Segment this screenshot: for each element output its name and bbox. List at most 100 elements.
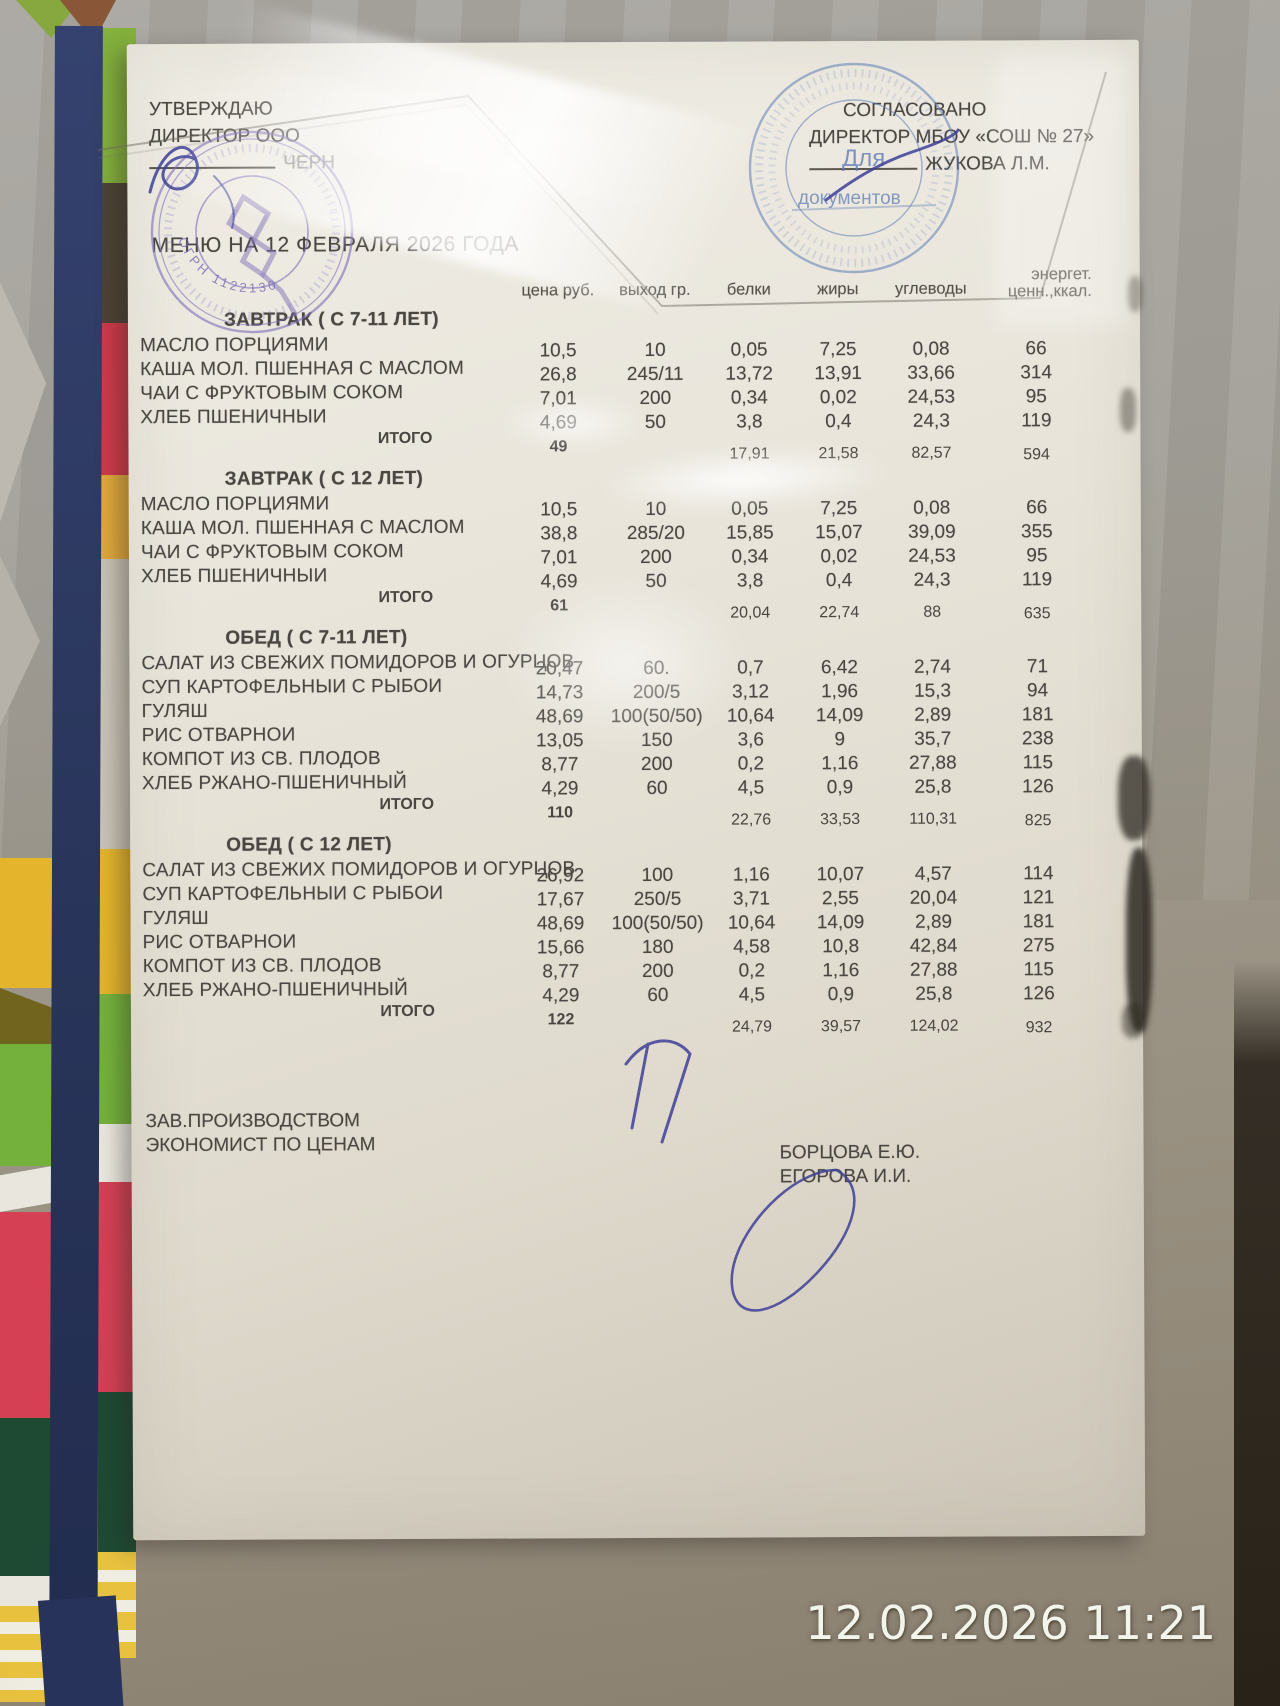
- dish-name: КОМПОТ ИЗ СВ. ПЛОДОВ: [141, 748, 381, 771]
- cell-protein: 3,12: [732, 681, 770, 703]
- cell-price: 4,69: [539, 412, 577, 434]
- dish-name: ХЛЕБ ПШЕНИЧНЫИ: [140, 406, 327, 429]
- cell-carbs: 24,53: [907, 386, 956, 408]
- cell-fat: 0,02: [819, 387, 857, 409]
- footer-names: БОРЦОВА Е.Ю. ЕГОРОВА И.И.: [780, 1141, 921, 1190]
- totals-price: 61: [550, 597, 569, 615]
- totals-fat: 33,53: [820, 811, 861, 829]
- cell-kcal: 238: [1021, 728, 1054, 750]
- ink-smudge: [1126, 848, 1152, 1032]
- cell-price: 8,77: [542, 961, 580, 983]
- cell-price: 20,47: [535, 658, 584, 680]
- col-header-energy-line2: ценн.,ккал.: [1007, 282, 1092, 301]
- dish-name: ЧАИ С ФРУКТОВЫМ СОКОМ: [140, 382, 404, 405]
- col-header-fat: жиры: [817, 280, 859, 299]
- cell-price: 10,5: [539, 340, 577, 362]
- cell-kcal: 126: [1022, 983, 1055, 1005]
- cell-kcal: 115: [1022, 752, 1054, 774]
- cell-out: 60.: [643, 657, 670, 679]
- totals-fat: 39,57: [820, 1018, 862, 1036]
- cell-out: 10: [644, 339, 666, 361]
- poster-darkgreen: [0, 1418, 52, 1576]
- cell-protein: 13,72: [725, 363, 773, 385]
- poster-green: [0, 1044, 52, 1166]
- cell-kcal: 95: [1025, 386, 1047, 408]
- cell-kcal: 94: [1026, 680, 1049, 702]
- totals-fat: 21,58: [818, 445, 859, 463]
- dish-name: КАША МОЛ. ПШЕННАЯ С МАСЛОМ: [140, 357, 465, 381]
- cell-price: 4,29: [541, 778, 579, 800]
- totals-kcal: 932: [1025, 1019, 1053, 1037]
- name-egorova: ЕГОРОВА И.И.: [779, 1165, 912, 1188]
- cell-fat: 7,25: [820, 498, 858, 520]
- cell-out: 50: [644, 411, 667, 433]
- cell-fat: 13,91: [814, 363, 862, 385]
- cell-carbs: 33,66: [907, 362, 955, 384]
- role-production-manager: ЗАВ.ПРОИЗВОДСТВОМ: [145, 1110, 361, 1133]
- cell-price: 48,69: [535, 706, 584, 728]
- cell-kcal: 355: [1020, 521, 1053, 543]
- totals-kcal: 594: [1023, 446, 1050, 464]
- cell-fat: 10,07: [816, 864, 865, 886]
- cell-protein: 15,85: [726, 522, 774, 544]
- agreed-signature-line: ЖУКОВА Л.М.: [809, 150, 1094, 178]
- cell-kcal: 119: [1021, 410, 1052, 432]
- cell-protein: 0,2: [738, 960, 766, 982]
- cell-fat: 2,55: [821, 888, 860, 910]
- cell-kcal: 71: [1026, 656, 1049, 678]
- totals-protein: 22,76: [731, 811, 772, 829]
- cell-carbs: 35,7: [914, 728, 952, 750]
- col-header-price: цена руб.: [521, 281, 595, 300]
- cell-fat: 6,42: [820, 657, 858, 679]
- dish-name: КАША МОЛ. ПШЕННАЯ С МАСЛОМ: [140, 516, 465, 540]
- cell-kcal: 121: [1022, 887, 1055, 909]
- ink-smudge: [1118, 756, 1150, 840]
- menu-section: ОБЕД ( С 7-11 ЛЕТ) САЛАТ ИЗ СВЕЖИХ ПОМИДО…: [141, 624, 1110, 831]
- dish-name: ХЛЕБ РЖАНО-ПШЕНИЧНЫЙ: [142, 978, 408, 1002]
- poster-crimson: [0, 1212, 52, 1418]
- menu-row: МАСЛО ПОРЦИЯМИ 10,5 10 0,05 7,25 0,08 66: [140, 331, 1108, 362]
- totals-protein: 24,79: [731, 1018, 773, 1036]
- cell-out: 100(50/50): [610, 705, 703, 728]
- col-header-out: выход гр.: [619, 280, 691, 300]
- totals-price: 122: [547, 1011, 575, 1029]
- cell-carbs: 20,04: [909, 887, 958, 909]
- cell-price: 26,8: [539, 364, 577, 386]
- cell-out: 200: [641, 960, 674, 982]
- cell-price: 15,66: [536, 937, 585, 959]
- menu-document-page: УТВЕРЖДАЮ ДИРЕКТОР ООО ЧЕРН СОГЛАСОВАНО …: [127, 40, 1146, 1540]
- cell-carbs: 27,88: [909, 752, 957, 774]
- totals-price: 110: [547, 804, 574, 822]
- cell-kcal: 95: [1026, 545, 1048, 567]
- cell-protein: 4,5: [737, 777, 765, 799]
- menu-row: МАСЛО ПОРЦИЯМИ 10,5 10 0,05 7,25 0,08 66: [141, 490, 1109, 520]
- cell-protein: 4,5: [738, 984, 766, 1006]
- dish-name: СУП КАРТОФЕЛЬНЫИ С РЫБОИ: [142, 882, 444, 906]
- cell-protein: 0,7: [737, 657, 764, 679]
- poster-olive: [0, 988, 52, 1044]
- cell-out: 245/11: [626, 363, 684, 386]
- dish-name: САЛАТ ИЗ СВЕЖИХ ПОМИДОРОВ И ОГУРЦОВ: [142, 858, 576, 882]
- totals-protein: 20,04: [730, 604, 771, 622]
- menu-document: УТВЕРЖДАЮ ДИРЕКТОР ООО ЧЕРН СОГЛАСОВАНО …: [126, 39, 1146, 1541]
- cell-price: 4,69: [540, 571, 578, 593]
- cell-fat: 1,16: [822, 960, 860, 982]
- cell-fat: 0,4: [825, 411, 852, 433]
- cell-kcal: 275: [1022, 935, 1055, 957]
- role-price-economist: ЭКОНОМИСТ ПО ЦЕНАМ: [145, 1134, 376, 1157]
- cell-carbs: 4,57: [914, 863, 952, 885]
- totals-carbs: 82,57: [911, 444, 952, 462]
- totals-label: ИТОГО: [379, 795, 435, 814]
- dish-name: РИС ОТВАРНОИ: [141, 724, 296, 747]
- cell-fat: 14,09: [815, 705, 864, 727]
- approved-director: ДИРЕКТОР ООО: [149, 125, 300, 148]
- cell-kcal: 115: [1023, 959, 1054, 981]
- cell-kcal: 314: [1020, 362, 1053, 384]
- cell-protein: 10,64: [727, 912, 776, 934]
- cell-protein: 3,8: [736, 411, 763, 433]
- cell-protein: 1,16: [732, 864, 770, 886]
- cell-out: 150: [640, 729, 673, 751]
- menu-row: САЛАТ ИЗ СВЕЖИХ ПОМИДОРОВ И ОГУРЦОВ 26,92…: [142, 856, 1110, 886]
- header-spacer: [140, 301, 510, 303]
- cell-out: 200: [640, 753, 673, 775]
